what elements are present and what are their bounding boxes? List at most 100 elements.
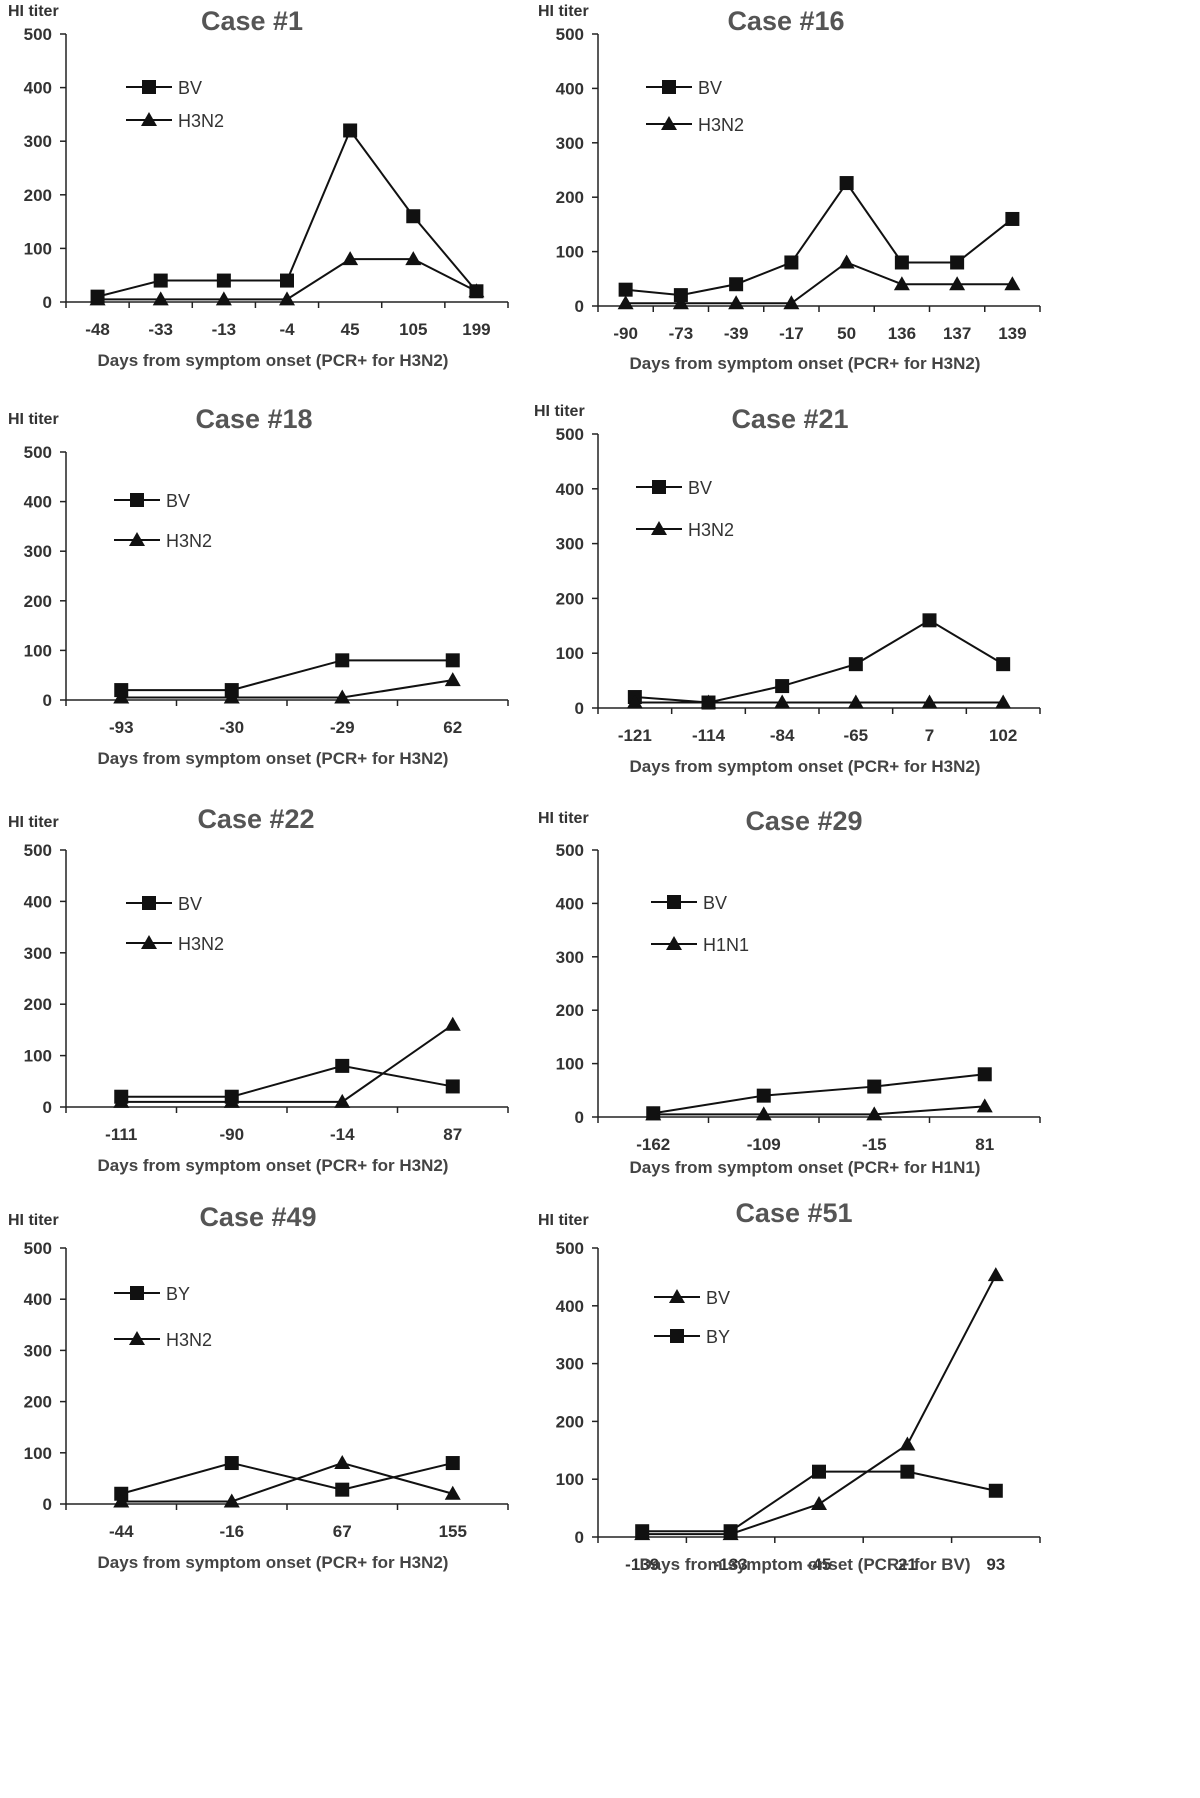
x-tick-label: 199 bbox=[462, 320, 490, 339]
chart-title: Case #51 bbox=[735, 1198, 852, 1228]
data-point-series-2 bbox=[223, 689, 240, 704]
data-point-series-1 bbox=[996, 657, 1011, 672]
data-point-series-2 bbox=[342, 251, 359, 266]
y-axis-label: HI titer bbox=[534, 403, 585, 420]
data-point-series-1 bbox=[335, 1058, 350, 1073]
y-tick-label: 200 bbox=[24, 186, 52, 205]
x-tick-label: -109 bbox=[747, 1135, 781, 1154]
y-axis-label: HI titer bbox=[538, 810, 589, 827]
legend-label: BV bbox=[698, 78, 722, 98]
legend-label: H3N2 bbox=[178, 111, 224, 131]
x-tick-label: 102 bbox=[989, 726, 1017, 745]
data-point-series-1 bbox=[729, 277, 744, 292]
legend-label: H1N1 bbox=[703, 935, 749, 955]
y-tick-label: 400 bbox=[24, 1290, 52, 1309]
data-point-series-2 bbox=[728, 295, 745, 310]
y-axis-label: HI titer bbox=[8, 3, 59, 20]
y-tick-label: 500 bbox=[556, 841, 584, 860]
x-tick-label: 50 bbox=[837, 324, 856, 343]
x-tick-label: -15 bbox=[862, 1135, 887, 1154]
data-point-series-1 bbox=[216, 273, 231, 288]
data-point-series-2 bbox=[1004, 276, 1021, 291]
legend-marker bbox=[669, 1289, 685, 1303]
data-point-series-2 bbox=[723, 1524, 738, 1539]
y-tick-label: 100 bbox=[556, 1055, 584, 1074]
series-line-2 bbox=[625, 261, 1013, 305]
x-tick-label: -44 bbox=[109, 1522, 134, 1541]
series-line-1 bbox=[120, 1462, 453, 1495]
x-axis-label: Days from symptom onset (PCR+ for BV) bbox=[639, 1555, 970, 1574]
x-tick-label: -29 bbox=[330, 718, 355, 737]
data-point-series-2 bbox=[279, 291, 295, 306]
legend-marker bbox=[670, 1329, 684, 1343]
legend-marker bbox=[141, 935, 157, 949]
x-tick-label: 62 bbox=[443, 718, 462, 737]
y-tick-label: 0 bbox=[575, 297, 584, 316]
x-axis-label: Days from symptom onset (PCR+ for H3N2) bbox=[98, 749, 449, 768]
data-point-series-1 bbox=[848, 657, 863, 672]
legend-label: H3N2 bbox=[166, 531, 212, 551]
x-tick-label: -73 bbox=[669, 324, 694, 343]
y-tick-label: 400 bbox=[556, 79, 584, 98]
y-tick-label: 400 bbox=[24, 892, 52, 911]
data-point-series-2 bbox=[700, 694, 717, 709]
data-point-series-2 bbox=[893, 276, 910, 291]
legend-marker bbox=[666, 936, 682, 950]
x-tick-label: -162 bbox=[636, 1135, 670, 1154]
chart-title: Case #21 bbox=[731, 404, 848, 434]
x-tick-label: -121 bbox=[618, 726, 652, 745]
data-point-series-2 bbox=[89, 291, 106, 306]
data-point-series-2 bbox=[113, 1493, 130, 1508]
y-tick-label: 0 bbox=[575, 1528, 584, 1547]
series-line-2 bbox=[653, 1105, 985, 1116]
data-point-series-1 bbox=[673, 288, 688, 303]
legend-marker bbox=[142, 80, 156, 94]
data-point-series-1 bbox=[950, 255, 965, 270]
data-point-series-1 bbox=[280, 273, 294, 288]
x-tick-label: -30 bbox=[219, 718, 244, 737]
y-tick-label: 0 bbox=[575, 1108, 584, 1127]
y-tick-label: 500 bbox=[556, 25, 584, 44]
data-point-series-2 bbox=[812, 1464, 826, 1479]
data-point-series-2 bbox=[866, 1106, 883, 1121]
y-axis-label: HI titer bbox=[8, 411, 59, 428]
x-tick-label: 155 bbox=[439, 1522, 467, 1541]
x-axis-label: Days from symptom onset (PCR+ for H3N2) bbox=[630, 757, 981, 776]
legend-marker bbox=[129, 532, 145, 546]
chart-panel-7: Case #49 HI titer 0 100 200 300 400 500 -44 -16 67… bbox=[8, 1202, 509, 1572]
y-tick-label: 0 bbox=[43, 293, 52, 312]
data-point-series-2 bbox=[334, 1455, 351, 1470]
legend-marker bbox=[651, 521, 667, 535]
legend-label: BY bbox=[166, 1284, 190, 1304]
legend-label: BV bbox=[688, 478, 712, 498]
y-tick-label: 200 bbox=[556, 1001, 584, 1020]
legend-marker bbox=[662, 80, 676, 94]
y-tick-label: 300 bbox=[556, 535, 584, 554]
y-tick-label: 300 bbox=[556, 134, 584, 153]
data-point-series-2 bbox=[444, 1485, 461, 1500]
y-tick-label: 100 bbox=[24, 1047, 52, 1066]
data-point-series-1 bbox=[406, 209, 421, 224]
y-tick-label: 400 bbox=[556, 1297, 584, 1316]
data-point-series-2 bbox=[672, 295, 689, 310]
legend-marker bbox=[142, 896, 156, 910]
y-tick-label: 500 bbox=[556, 1239, 584, 1258]
data-point-series-1 bbox=[977, 1067, 992, 1082]
data-point-series-1 bbox=[445, 1456, 460, 1471]
data-point-series-1 bbox=[756, 1088, 771, 1103]
y-tick-label: 500 bbox=[24, 1239, 52, 1258]
y-tick-label: 500 bbox=[556, 425, 584, 444]
x-tick-label: 105 bbox=[399, 320, 427, 339]
data-point-series-2 bbox=[444, 1016, 461, 1031]
data-point-series-1 bbox=[784, 255, 799, 270]
data-point-series-1 bbox=[335, 653, 350, 668]
y-tick-label: 400 bbox=[556, 894, 584, 913]
x-tick-label: 136 bbox=[888, 324, 916, 343]
data-point-series-2 bbox=[334, 1093, 351, 1108]
x-tick-label: 81 bbox=[975, 1135, 994, 1154]
legend-marker bbox=[130, 493, 144, 507]
legend-label: H3N2 bbox=[698, 115, 744, 135]
y-tick-label: 0 bbox=[575, 699, 584, 718]
y-tick-label: 100 bbox=[556, 243, 584, 262]
chart-title: Case #18 bbox=[195, 404, 312, 434]
